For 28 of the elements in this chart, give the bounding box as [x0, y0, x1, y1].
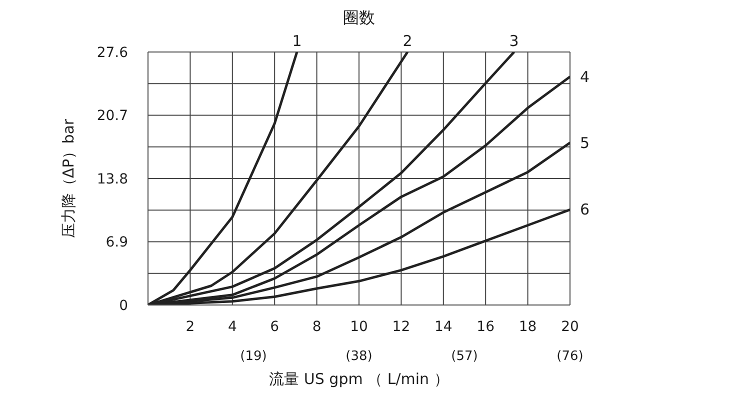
x-tick-label: 4: [228, 318, 237, 335]
x-tick-label: 2: [186, 318, 195, 335]
x-tick-label: 8: [312, 318, 322, 335]
x2-tick-label: (57): [451, 349, 478, 364]
x-tick-label: 20: [561, 318, 579, 335]
series-label: 6: [580, 200, 590, 219]
series-label: 4: [580, 68, 590, 86]
series-label: 1: [292, 32, 302, 50]
x-tick-label: 14: [434, 318, 452, 335]
y-tick-label: 6.9: [106, 234, 128, 251]
y-tick-label: 20.7: [96, 108, 128, 124]
y-tick-label: 27.6: [96, 44, 128, 61]
x2-tick-label: (19): [240, 349, 267, 364]
x2-tick-label: (76): [556, 349, 584, 364]
x-tick-label: 18: [518, 318, 537, 335]
chart-title: 圈数: [342, 8, 376, 29]
series-label: 2: [402, 32, 412, 50]
y-tick-label: 13.8: [96, 171, 128, 188]
x2-tick-label: (38): [346, 349, 372, 364]
series-label: 3: [509, 32, 519, 50]
series-label: 5: [580, 134, 590, 152]
y-axis-title: 压力降（ΔP）bar: [59, 118, 78, 238]
x-tick-label: 6: [270, 318, 280, 335]
x-tick-label: 12: [392, 318, 410, 335]
x-axis-title: 流量 US gpm （ L/min ）: [269, 370, 449, 388]
x-tick-label: 16: [476, 318, 495, 335]
x-tick-label: 10: [350, 318, 368, 335]
y-tick-label: 0: [119, 298, 128, 314]
